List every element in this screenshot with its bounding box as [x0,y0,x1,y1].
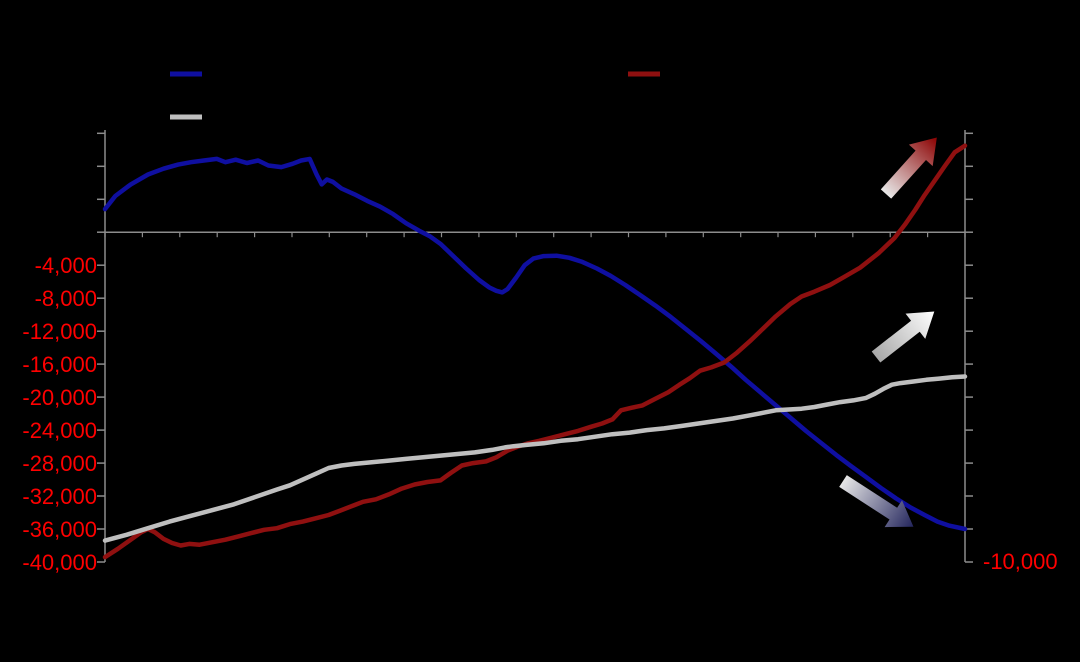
left-axis-tick-label: -28,000 [22,451,97,476]
left-axis-tick-label: -8,000 [35,286,97,311]
series-line-dark-blue [102,156,968,532]
series-line-gray [102,374,968,543]
right-axis-label: -10,000 [983,549,1058,574]
left-axis-tick-label: -40,000 [22,550,97,575]
left-axis-tick-label: -4,000 [35,253,97,278]
left-axis-tick-label: -24,000 [22,418,97,443]
left-axis-tick-label: -20,000 [22,385,97,410]
gray-up-arrow [871,311,935,363]
red-up-arrow [880,137,937,199]
left-axis-tick-label: -32,000 [22,484,97,509]
left-axis-tick-label: -12,000 [22,319,97,344]
series-line-dark-red [102,143,968,560]
blue-down-arrow [839,475,914,528]
left-axis-tick-label: -16,000 [22,352,97,377]
left-axis-tick-label: -36,000 [22,517,97,542]
